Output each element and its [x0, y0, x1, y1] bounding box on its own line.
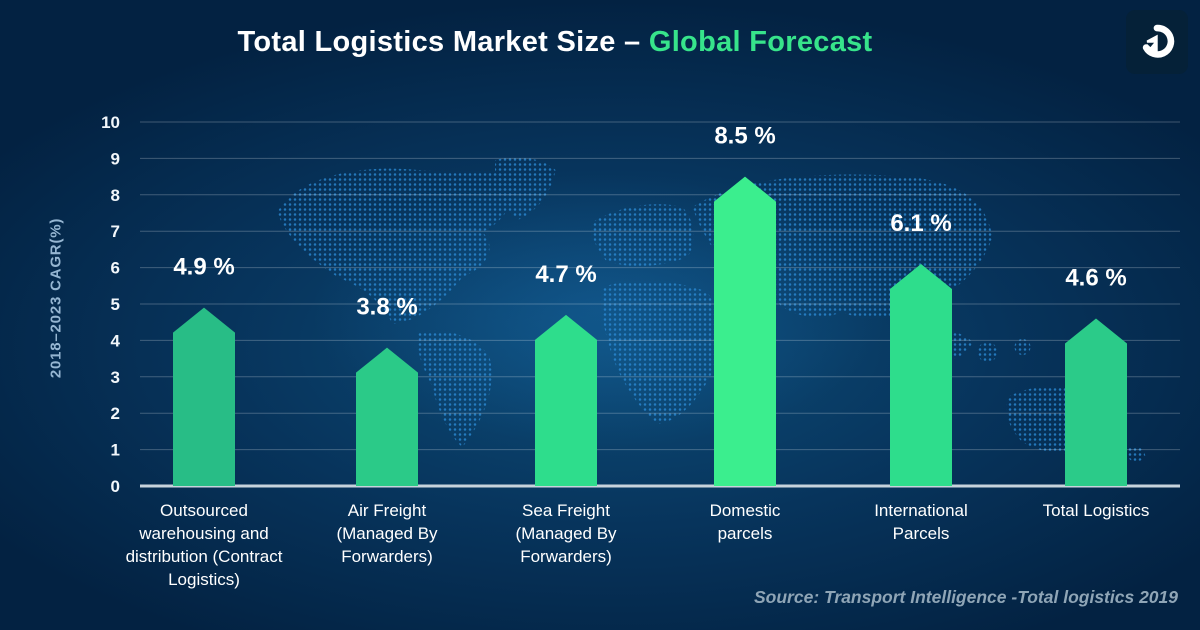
map-africa — [601, 280, 721, 424]
bar-4 — [714, 176, 776, 486]
source-citation: Source: Transport Intelligence -Total lo… — [754, 587, 1178, 607]
y-tick-label: 5 — [111, 295, 120, 314]
bar-5 — [890, 263, 952, 486]
map-greenland — [494, 157, 556, 220]
y-tick-label: 4 — [111, 331, 121, 350]
map-europe — [591, 204, 694, 267]
map-island — [977, 342, 998, 362]
y-tick-label: 7 — [111, 222, 120, 241]
y-tick-label: 6 — [111, 259, 120, 278]
bar-2 — [356, 347, 418, 486]
page-title: Total Logistics Market Size – Global For… — [0, 26, 1110, 59]
y-tick-label: 10 — [101, 113, 120, 132]
title-main: Total Logistics Market Size – — [237, 26, 649, 58]
x-axis-label: Domestic parcels — [709, 501, 781, 543]
y-tick-label: 8 — [111, 186, 120, 205]
map-north-america — [277, 168, 518, 324]
bar-1 — [173, 307, 235, 486]
map-south-america — [417, 330, 492, 447]
y-tick-label: 9 — [111, 149, 120, 168]
title-accent: Global Forecast — [648, 26, 873, 58]
x-axis-label: Air Freight (Managed By Forwarders) — [336, 501, 438, 566]
brand-logo — [1126, 10, 1188, 74]
spartan-helmet-icon — [1141, 24, 1175, 58]
y-tick-label: 0 — [111, 477, 120, 496]
bar-value-label: 4.6 % — [1065, 265, 1126, 292]
bar-value-label: 6.1 % — [890, 210, 951, 237]
y-tick-label: 3 — [111, 368, 120, 387]
bar-3 — [535, 314, 597, 486]
y-tick-label: 2 — [111, 404, 120, 423]
x-axis-label: International Parcels — [874, 501, 968, 543]
x-axis-label: Outsourced warehousing and distribution (C… — [125, 501, 283, 589]
y-tick-label: 1 — [111, 441, 120, 460]
bar-value-label: 8.5 % — [714, 123, 775, 150]
bar-value-label: 4.9 % — [173, 254, 234, 281]
map-new-zealand — [1127, 446, 1146, 462]
bar-value-label: 4.7 % — [535, 261, 596, 288]
map-island — [1014, 339, 1031, 355]
x-axis-label: Total Logistics — [1042, 501, 1150, 520]
x-axis-label: Sea Freight (Managed By Forwarders) — [515, 501, 617, 566]
bar-value-label: 3.8 % — [356, 294, 417, 321]
bar-6 — [1065, 318, 1127, 486]
